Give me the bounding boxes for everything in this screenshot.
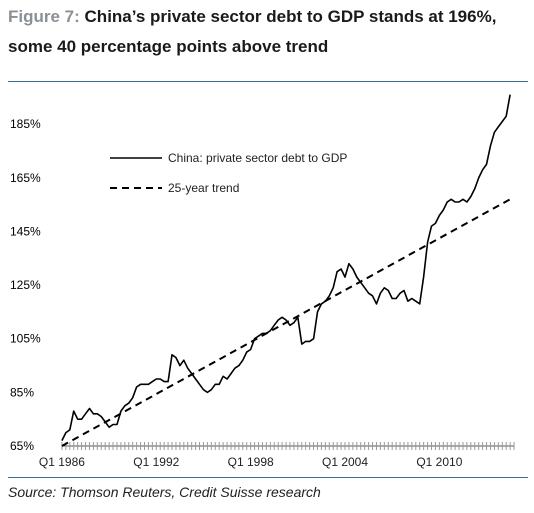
bottom-rule bbox=[8, 477, 528, 478]
x-tick-label: Q1 2004 bbox=[322, 455, 368, 469]
top-rule bbox=[8, 81, 528, 82]
legend-label-debt: China: private sector debt to GDP bbox=[168, 151, 347, 165]
y-tick-label: 85% bbox=[10, 385, 34, 399]
figure-title: Figure 7: China’s private sector debt to… bbox=[8, 2, 528, 62]
x-tick-label: Q1 2010 bbox=[416, 455, 462, 469]
figure-title-text: China’s private sector debt to GDP stand… bbox=[8, 7, 497, 56]
x-tick-label: Q1 1986 bbox=[39, 455, 85, 469]
x-tick-label: Q1 1992 bbox=[133, 455, 179, 469]
y-tick-label: 65% bbox=[10, 439, 34, 453]
y-tick-label: 165% bbox=[10, 171, 41, 185]
figure-label: Figure 7: bbox=[8, 7, 80, 26]
y-axis: 185% 165% 145% 125% 105% 85% 65% bbox=[10, 117, 41, 453]
y-tick-label: 105% bbox=[10, 332, 41, 346]
legend: China: private sector debt to GDP 25-year… bbox=[110, 151, 347, 195]
legend-label-trend: 25-year trend bbox=[168, 181, 239, 195]
y-tick-label: 125% bbox=[10, 278, 41, 292]
debt-series-line bbox=[61, 94, 511, 441]
x-axis: Q1 1986 Q1 1992 Q1 1998 Q1 2004 Q1 2010 bbox=[39, 442, 515, 469]
trend-line bbox=[61, 198, 511, 447]
source-note: Source: Thomson Reuters, Credit Suisse r… bbox=[8, 484, 321, 500]
y-tick-label: 185% bbox=[10, 117, 41, 131]
y-tick-label: 145% bbox=[10, 224, 41, 238]
x-tick-label: Q1 1998 bbox=[228, 455, 274, 469]
series-layer bbox=[61, 94, 511, 447]
